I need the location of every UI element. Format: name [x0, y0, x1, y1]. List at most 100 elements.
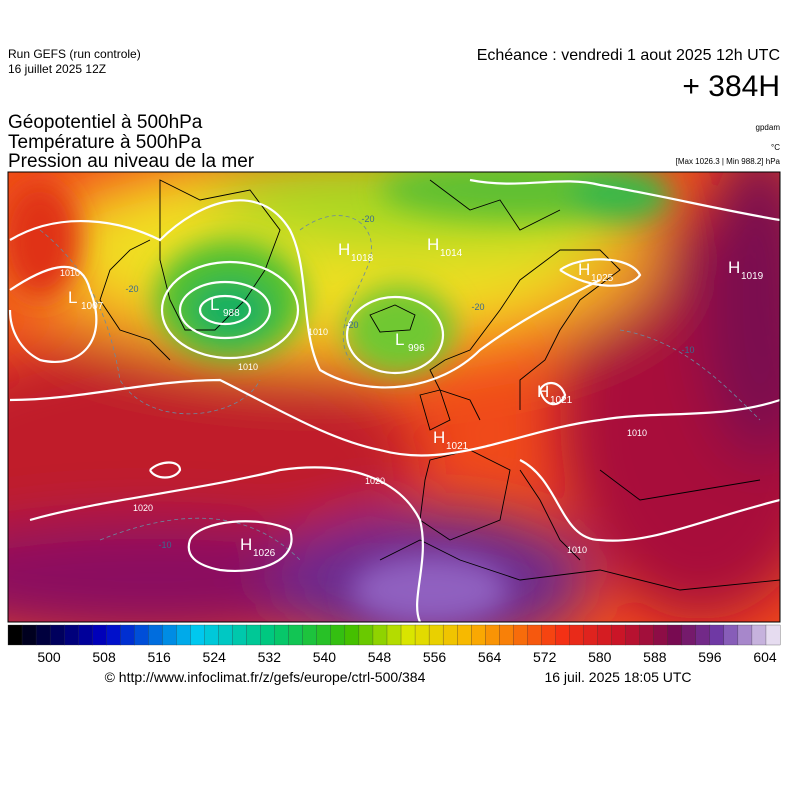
colorbar-swatch [344, 624, 360, 646]
colorbar-swatch [457, 624, 472, 646]
isobar-label: 1010 [308, 327, 328, 337]
scale-label: 588 [643, 649, 667, 665]
scale-label: 500 [37, 649, 61, 665]
pressure-center-value: 1007 [81, 301, 104, 312]
colorbar-swatch [485, 624, 500, 646]
colorbar-swatch [751, 624, 767, 646]
colorbar-swatch [148, 624, 163, 646]
field-title: Pression au niveau de la mer [8, 151, 255, 172]
colorbar-swatch [49, 624, 65, 646]
colorbar-swatch [695, 624, 711, 646]
colorbar-swatch [106, 624, 121, 646]
colorbar-swatch [7, 624, 23, 646]
colorbar-swatch [527, 624, 542, 646]
scale-label: 524 [203, 649, 227, 665]
colorbar-swatch [414, 624, 430, 646]
colorbar-swatch [162, 624, 177, 646]
colorbar-swatch [653, 624, 669, 646]
pressure-center-type: H [578, 260, 590, 279]
colorbar-swatch [737, 624, 753, 646]
scale-label: 580 [588, 649, 612, 665]
pressure-center-type: H [537, 382, 549, 401]
colorbar-swatch [190, 624, 205, 646]
colorbar-swatch [21, 624, 37, 646]
colorbar-swatch [120, 624, 135, 646]
pressure-center-value: 1021 [550, 395, 573, 406]
temperature-label: -20 [125, 284, 138, 294]
scale-label: 572 [533, 649, 557, 665]
colorbar-swatch [386, 624, 402, 646]
temperature-label: -20 [345, 320, 358, 330]
colorbar-swatch [555, 624, 570, 646]
colorbar-swatch [639, 624, 655, 646]
scale-label: 548 [368, 649, 392, 665]
isobar-label: 1010 [238, 362, 258, 372]
pressure-center-type: H [433, 428, 445, 447]
lead-time: + 384H [682, 70, 780, 103]
colorbar-swatch [372, 624, 388, 646]
temperature-label: -10 [158, 540, 171, 550]
pressure-center-type: H [728, 258, 740, 277]
colorbar-swatch [499, 624, 514, 646]
scale-label: 516 [147, 649, 171, 665]
colorbar-swatch [260, 624, 276, 646]
pressure-center-type: L [68, 288, 77, 307]
unit-label: [Max 1026.3 | Min 988.2] hPa [676, 157, 781, 166]
scale-label: 564 [478, 649, 502, 665]
isobar-label: 1020 [133, 503, 153, 513]
colorbar-swatch [625, 624, 641, 646]
colorbar-swatch [92, 624, 107, 646]
source-link[interactable]: © http://www.infoclimat.fr/z/gefs/europe… [105, 669, 426, 685]
temperature-label: -20 [471, 302, 484, 312]
colorbar-swatch [611, 624, 627, 646]
colorbar-swatch [35, 624, 51, 646]
colorbar-swatch [358, 624, 374, 646]
scale-label: 604 [753, 649, 777, 665]
pressure-center-type: L [210, 295, 219, 314]
colorbar-swatch [569, 624, 584, 646]
colorbar-swatch [246, 624, 262, 646]
colorbar-swatch [274, 624, 290, 646]
pressure-center-type: H [427, 235, 439, 254]
colorbar-swatch [428, 624, 444, 646]
scale-label: 532 [258, 649, 282, 665]
pressure-center-value: 988 [223, 308, 240, 319]
colorbar-swatch [316, 624, 332, 646]
unit-label: gpdam [756, 123, 781, 132]
isobar-label: 1020 [365, 476, 385, 486]
temperature-label: -10 [681, 345, 694, 355]
pressure-center-type: H [240, 535, 252, 554]
pressure-center-value: 996 [408, 343, 425, 354]
colorbar-swatch [513, 624, 528, 646]
colorbar-swatch [204, 624, 219, 646]
isobar-label: 1010 [567, 545, 587, 555]
map-frame [7, 171, 781, 623]
colorbar-swatch [597, 624, 613, 646]
colorbar-swatch [288, 624, 304, 646]
colorbar-swatch [442, 624, 458, 646]
colorbar-swatch [471, 624, 486, 646]
colorbar-swatch [232, 624, 248, 646]
colorbar-swatch [302, 624, 318, 646]
colorbar-swatch [134, 624, 149, 646]
colorbar-swatch [765, 624, 781, 646]
pressure-center-value: 1025 [591, 273, 614, 284]
colorbar-swatch [583, 624, 598, 646]
colorbar-swatch [541, 624, 556, 646]
colorbar-swatch [218, 624, 234, 646]
pressure-center-type: L [395, 330, 404, 349]
colorbar-swatch [330, 624, 346, 646]
pressure-center-value: 1014 [440, 248, 463, 259]
run-date: 16 juillet 2025 12Z [8, 62, 106, 76]
field-title: Géopotentiel à 500hPa [8, 112, 203, 133]
isobar-label: 1010 [60, 268, 80, 278]
colorbar-swatch [709, 624, 725, 646]
scale-label: 556 [423, 649, 447, 665]
pressure-center-value: 1026 [253, 548, 276, 559]
scale-label: 596 [698, 649, 722, 665]
colorbar-swatch [176, 624, 191, 646]
echeance: Echéance : vendredi 1 aout 2025 12h UTC [477, 47, 780, 64]
colorbar-swatch [681, 624, 697, 646]
